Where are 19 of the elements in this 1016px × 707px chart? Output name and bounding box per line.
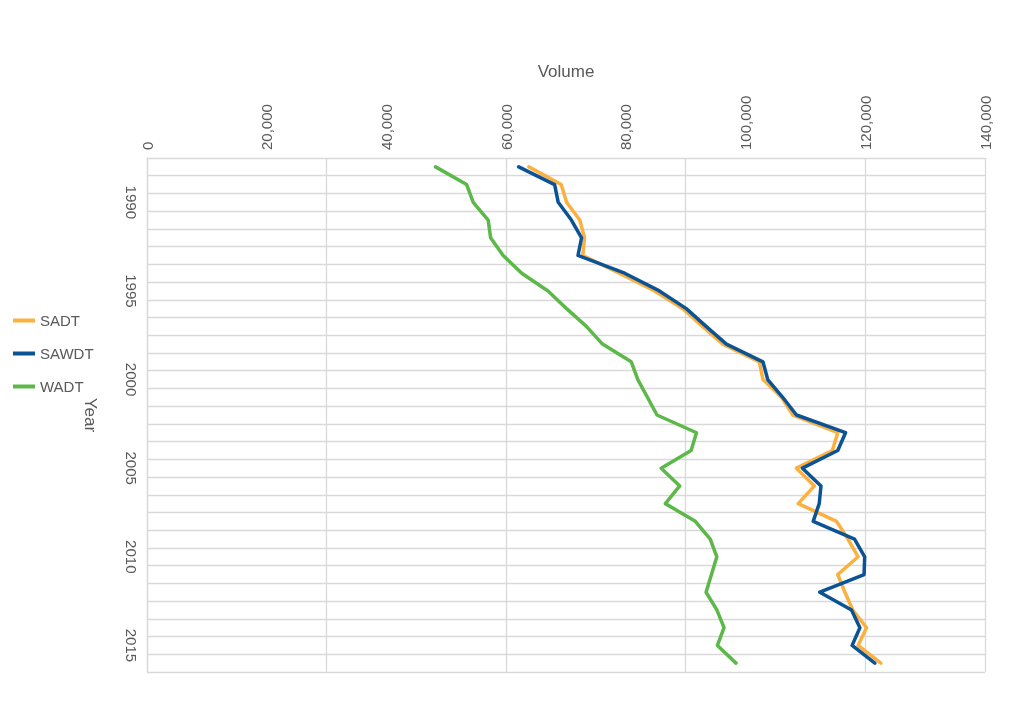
x-tick-label: 0: [138, 141, 156, 150]
x-tick-label: 20,000: [258, 104, 276, 150]
legend-label: WADT: [40, 378, 84, 395]
x-tick-label: 40,000: [377, 104, 395, 150]
x-tick-label: 60,000: [497, 104, 515, 150]
legend-label: SADT: [40, 312, 81, 329]
y-tick-label: 2010: [123, 540, 140, 574]
y-tick-label: 1995: [123, 274, 140, 308]
y-tick-label: 2015: [123, 628, 140, 663]
x-tick-label: 100,000: [737, 95, 755, 150]
x-axis-title: Volume: [537, 62, 595, 81]
y-tick-label: 2000: [123, 362, 140, 397]
x-tick-label: 80,000: [617, 104, 635, 150]
legend-label: SAWDT: [40, 345, 94, 362]
x-tick-label: 120,000: [856, 95, 874, 150]
y-axis-title: Year: [81, 397, 100, 433]
y-tick-label: 1990: [123, 185, 140, 219]
y-tick-label: 2005: [123, 451, 140, 485]
x-tick-label: 140,000: [976, 95, 994, 150]
